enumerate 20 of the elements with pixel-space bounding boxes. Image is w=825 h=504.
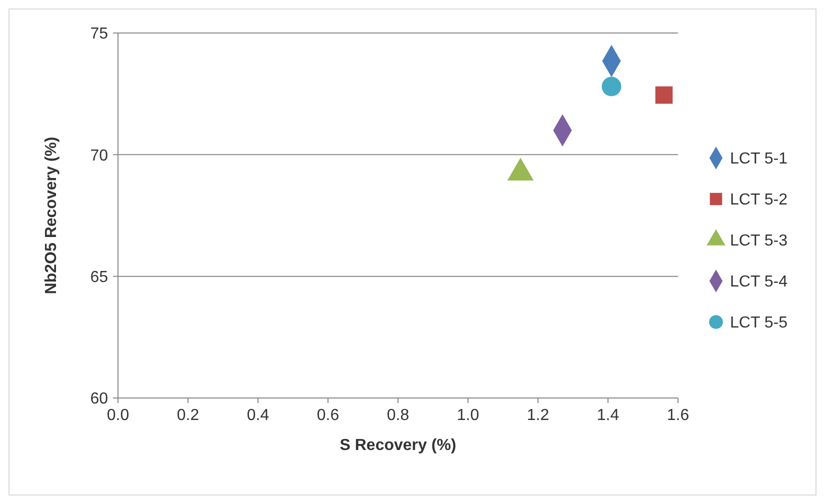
legend-label: LCT 5-1 (730, 150, 788, 168)
y-tick-label: 75 (90, 26, 108, 43)
x-tick-label: 0.2 (176, 407, 200, 424)
y-axis-title: Nb2O5 Recovery (%) (43, 136, 60, 294)
x-tick-label: 0.0 (106, 407, 130, 424)
x-tick-label: 1.0 (456, 407, 480, 424)
legend-label: LCT 5-2 (730, 192, 788, 209)
x-tick-label: 1.2 (526, 407, 550, 424)
x-tick-label: 1.4 (596, 407, 620, 424)
legend-label: LCT 5-3 (730, 232, 788, 250)
legend-label: LCT 5-5 (730, 314, 788, 332)
legend-label: LCT 5-4 (730, 274, 788, 291)
x-tick-label: 0.8 (386, 407, 410, 424)
y-tick-label: 60 (90, 390, 108, 408)
x-tick-label: 0.4 (246, 407, 270, 424)
x-tick-label: 1.6 (666, 407, 690, 424)
x-tick-label: 0.6 (316, 407, 340, 424)
y-tick-label: 65 (90, 268, 108, 286)
x-axis-title: S Recovery (%) (340, 437, 456, 454)
y-tick-label: 70 (90, 147, 108, 164)
